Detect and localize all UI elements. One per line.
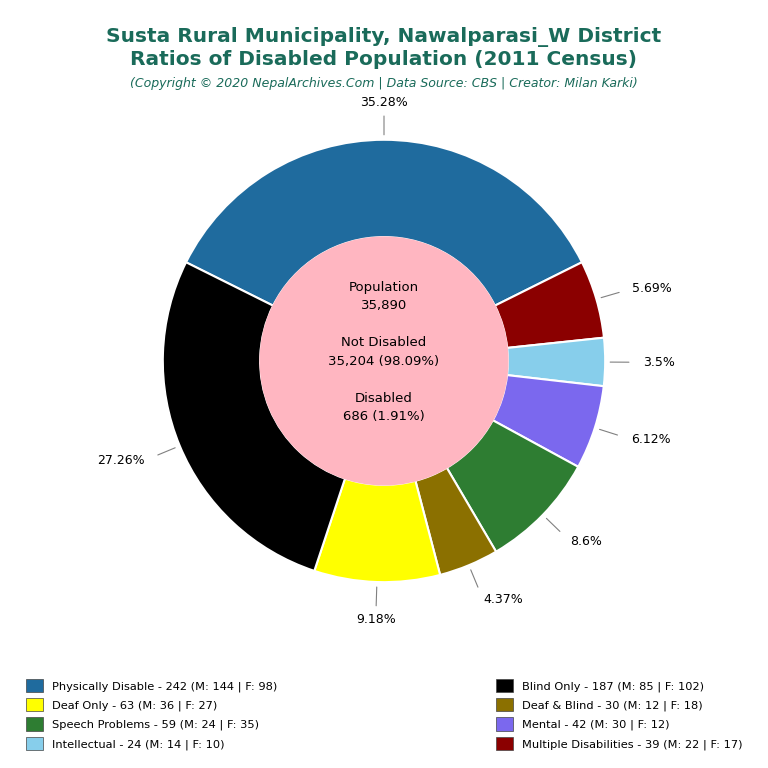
Text: Population
35,890

Not Disabled
35,204 (98.09%)

Disabled
686 (1.91%): Population 35,890 Not Disabled 35,204 (9… (329, 281, 439, 423)
Wedge shape (186, 140, 582, 306)
Wedge shape (447, 420, 578, 551)
Text: 3.5%: 3.5% (643, 356, 674, 369)
Legend: Physically Disable - 242 (M: 144 | F: 98), Deaf Only - 63 (M: 36 | F: 27), Speec: Physically Disable - 242 (M: 144 | F: 98… (21, 674, 282, 755)
Text: Ratios of Disabled Population (2011 Census): Ratios of Disabled Population (2011 Cens… (131, 50, 637, 69)
Circle shape (260, 237, 508, 485)
Text: (Copyright © 2020 NepalArchives.Com | Data Source: CBS | Creator: Milan Karki): (Copyright © 2020 NepalArchives.Com | Da… (130, 77, 638, 90)
Wedge shape (163, 263, 345, 571)
Text: 8.6%: 8.6% (570, 535, 601, 548)
Text: 4.37%: 4.37% (483, 594, 523, 607)
Wedge shape (507, 338, 605, 386)
Text: Susta Rural Municipality, Nawalparasi_W District: Susta Rural Municipality, Nawalparasi_W … (107, 27, 661, 47)
Text: 6.12%: 6.12% (631, 432, 670, 445)
Wedge shape (415, 468, 496, 575)
Text: 5.69%: 5.69% (632, 282, 672, 295)
Wedge shape (495, 262, 604, 348)
Text: 35.28%: 35.28% (360, 96, 408, 109)
Wedge shape (493, 375, 604, 467)
Legend: Blind Only - 187 (M: 85 | F: 102), Deaf & Blind - 30 (M: 12 | F: 18), Mental - 4: Blind Only - 187 (M: 85 | F: 102), Deaf … (492, 674, 747, 755)
Text: 27.26%: 27.26% (98, 454, 145, 467)
Text: 9.18%: 9.18% (356, 613, 396, 626)
Wedge shape (314, 478, 440, 582)
